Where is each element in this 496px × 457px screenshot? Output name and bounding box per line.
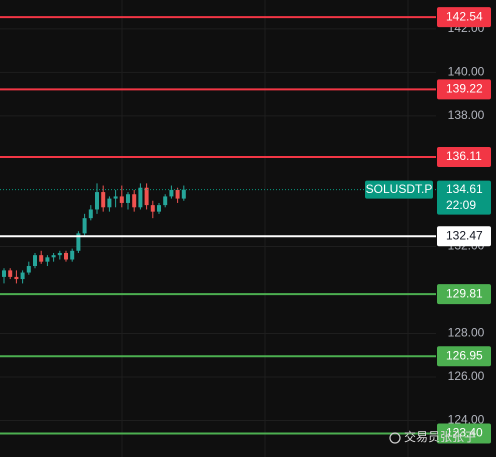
y-tick-label: 138.00 (448, 108, 485, 122)
candle-body (101, 192, 106, 208)
candle-body (150, 205, 155, 212)
y-tick-label: 126.00 (448, 369, 485, 383)
candle-body (88, 209, 93, 219)
level-box (437, 79, 491, 100)
price-box (437, 180, 491, 215)
level-box (437, 226, 491, 247)
candle-body (45, 257, 50, 262)
level-label: 129.81 (446, 286, 483, 300)
candle-body (64, 252, 68, 260)
last-price-label: 134.61 (446, 182, 483, 196)
level-label: 139.22 (446, 82, 483, 96)
candle-body (138, 187, 143, 208)
candle-body (181, 189, 186, 199)
candle-body (95, 192, 99, 210)
level-box (437, 346, 491, 367)
y-tick-label: 140.00 (448, 65, 485, 79)
level-box (437, 147, 491, 168)
level-box (437, 423, 491, 444)
candle-body (169, 189, 174, 197)
candle-body (51, 255, 56, 258)
candle-body (157, 205, 161, 212)
level-label: 126.95 (446, 348, 483, 362)
level-label: 136.11 (446, 149, 482, 163)
symbol-label: SOLUSDT.P (366, 182, 433, 196)
candle-body (82, 218, 87, 234)
candle-body (39, 255, 44, 262)
candle-body (76, 233, 81, 251)
candle-body (126, 194, 130, 203)
candle-body (8, 270, 13, 277)
watermark: 交易员张张子 (404, 429, 476, 444)
symbol-box (365, 180, 433, 199)
candle-body (113, 196, 118, 199)
candle-body (14, 276, 19, 280)
candle-body (26, 266, 31, 273)
y-tick-label: 124.00 (448, 413, 485, 427)
candle-body (119, 196, 124, 203)
candle-body (57, 252, 62, 256)
level-box (437, 284, 491, 305)
candle-body (144, 187, 149, 206)
candle-body (33, 255, 37, 267)
countdown-label: 22:09 (446, 198, 476, 212)
candle-body (163, 196, 168, 206)
level-label: 142.54 (446, 9, 483, 23)
candle-body (175, 189, 180, 199)
watermark-icon (389, 432, 401, 444)
candle-body (107, 198, 112, 208)
candle-body (20, 272, 25, 280)
candle-body (70, 250, 75, 260)
candle-body (2, 270, 6, 277)
level-box (437, 7, 491, 28)
level-label: 132.47 (446, 228, 483, 242)
level-label: 123.40 (446, 426, 483, 440)
candle-body (132, 194, 137, 208)
y-tick-label: 128.00 (448, 326, 485, 340)
